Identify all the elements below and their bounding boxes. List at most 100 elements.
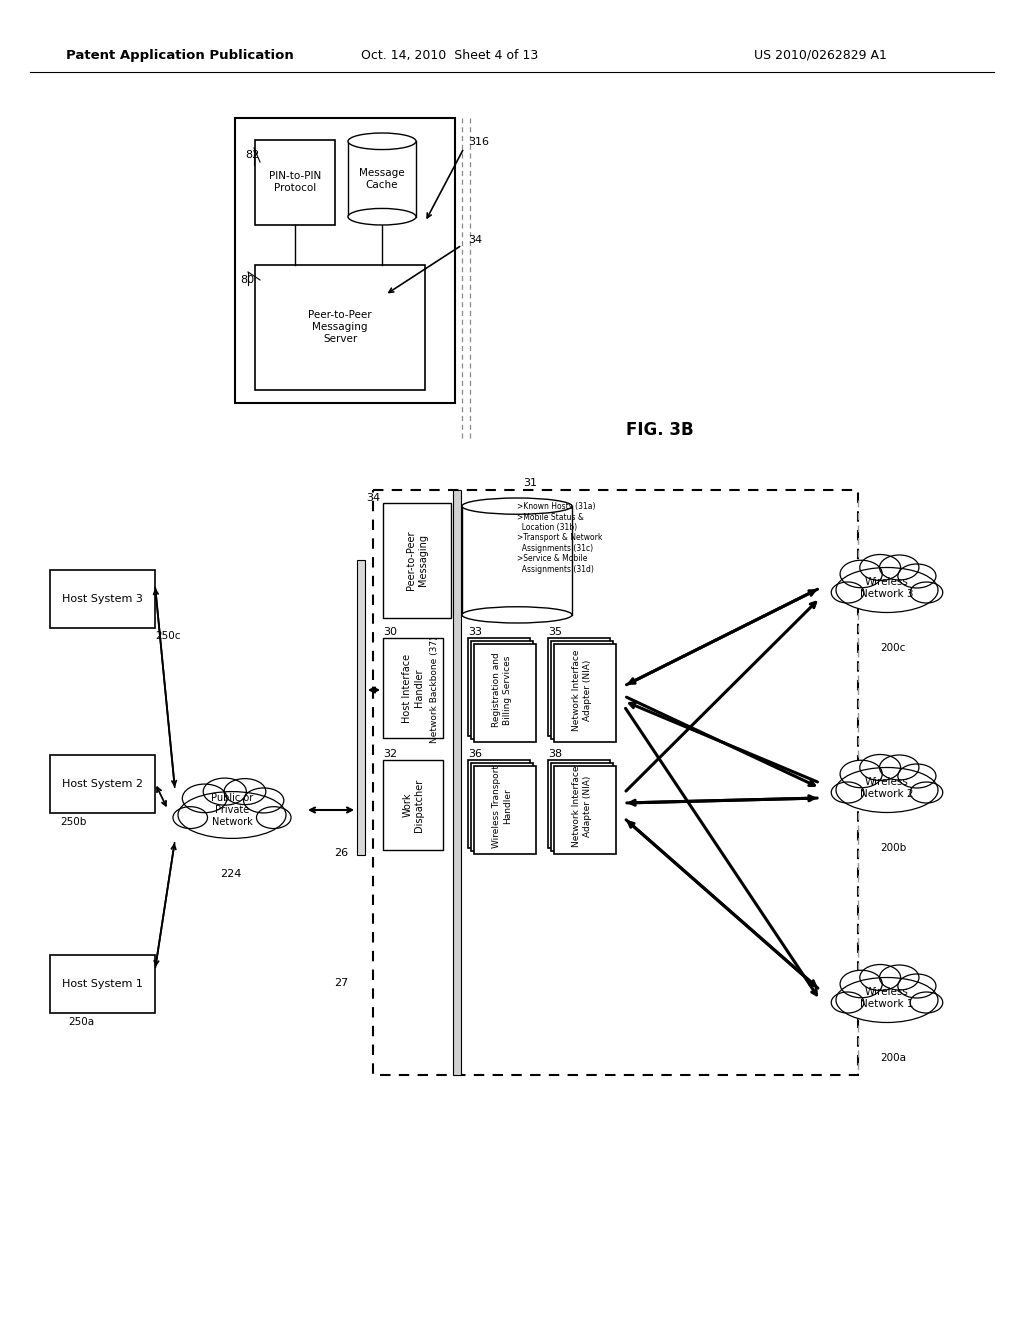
Text: 200c: 200c: [880, 643, 905, 653]
Text: 27: 27: [334, 978, 348, 987]
Bar: [471, 642, 534, 739]
Ellipse shape: [831, 582, 864, 603]
Text: 224: 224: [220, 869, 242, 879]
Text: 33: 33: [468, 627, 482, 638]
Text: 82: 82: [245, 150, 259, 160]
Ellipse shape: [880, 965, 919, 990]
Text: Host Interface
Handler: Host Interface Handler: [402, 653, 424, 722]
Text: Work
Dispatcher: Work Dispatcher: [402, 779, 424, 832]
Bar: [383, 760, 443, 850]
Text: 38: 38: [548, 748, 562, 759]
Bar: [551, 763, 613, 851]
Text: Wireless
Network 3: Wireless Network 3: [860, 577, 913, 599]
Text: Host System 3: Host System 3: [61, 594, 142, 605]
Ellipse shape: [173, 807, 208, 829]
Bar: [50, 570, 155, 628]
Ellipse shape: [898, 974, 936, 998]
Ellipse shape: [840, 970, 883, 998]
Bar: [468, 760, 530, 847]
Text: 31: 31: [523, 478, 537, 488]
Ellipse shape: [860, 755, 900, 780]
Text: 200b: 200b: [880, 843, 906, 853]
Text: FIG. 3B: FIG. 3B: [627, 421, 694, 440]
Text: 250b: 250b: [60, 817, 86, 828]
Ellipse shape: [880, 755, 919, 780]
Ellipse shape: [840, 760, 883, 788]
Text: 26: 26: [334, 847, 348, 858]
Bar: [548, 760, 610, 847]
Ellipse shape: [910, 993, 943, 1012]
Ellipse shape: [203, 777, 247, 805]
Text: Peer-to-Peer
Messaging
Server: Peer-to-Peer Messaging Server: [308, 310, 372, 343]
Bar: [474, 644, 536, 742]
Ellipse shape: [462, 498, 572, 515]
Ellipse shape: [898, 764, 936, 788]
Bar: [357, 560, 365, 855]
Text: 30: 30: [383, 627, 397, 638]
Text: US 2010/0262829 A1: US 2010/0262829 A1: [754, 49, 887, 62]
Ellipse shape: [831, 993, 864, 1012]
Bar: [468, 638, 530, 737]
Text: Registration and
Billing Services: Registration and Billing Services: [493, 652, 512, 727]
Bar: [50, 755, 155, 813]
Bar: [255, 140, 335, 224]
Text: Network Backbone (37): Network Backbone (37): [430, 636, 439, 743]
Ellipse shape: [860, 554, 900, 581]
Ellipse shape: [348, 209, 416, 224]
Ellipse shape: [348, 133, 416, 149]
Ellipse shape: [898, 564, 936, 587]
Text: Host System 2: Host System 2: [61, 779, 142, 789]
Bar: [471, 763, 534, 851]
Text: Wireless
Network 2: Wireless Network 2: [860, 777, 913, 799]
Bar: [453, 490, 461, 1074]
Ellipse shape: [178, 792, 286, 838]
Ellipse shape: [836, 568, 938, 612]
Ellipse shape: [880, 554, 919, 579]
Text: 34: 34: [366, 492, 380, 503]
Text: >Known Hosts (31a)
>Mobile Status &
  Location (31b)
>Transport & Network
  Assi: >Known Hosts (31a) >Mobile Status & Loca…: [517, 503, 602, 574]
Text: Oct. 14, 2010  Sheet 4 of 13: Oct. 14, 2010 Sheet 4 of 13: [361, 49, 539, 62]
Text: 316: 316: [468, 137, 489, 147]
Text: Wireless
Network 1: Wireless Network 1: [860, 987, 913, 1008]
Text: Public or
Private
Network: Public or Private Network: [211, 793, 253, 826]
Bar: [554, 766, 616, 854]
Bar: [373, 490, 858, 1074]
Bar: [462, 506, 572, 615]
Bar: [255, 265, 425, 389]
Bar: [474, 766, 536, 854]
Bar: [383, 638, 443, 738]
Ellipse shape: [224, 779, 266, 805]
Bar: [234, 117, 455, 403]
Bar: [548, 638, 610, 737]
Ellipse shape: [860, 965, 900, 990]
Ellipse shape: [910, 781, 943, 803]
Ellipse shape: [840, 560, 883, 587]
Ellipse shape: [836, 767, 938, 813]
Text: 34: 34: [468, 235, 482, 246]
Text: 80: 80: [240, 275, 254, 285]
Text: 36: 36: [468, 748, 482, 759]
Ellipse shape: [462, 607, 572, 623]
Text: Patent Application Publication: Patent Application Publication: [67, 49, 294, 62]
Text: Network Interface
Adapter (NIA): Network Interface Adapter (NIA): [572, 766, 592, 846]
Bar: [554, 644, 616, 742]
Ellipse shape: [831, 781, 864, 803]
Ellipse shape: [256, 807, 291, 829]
Text: Message
Cache: Message Cache: [359, 168, 404, 190]
Ellipse shape: [836, 978, 938, 1023]
Text: PIN-to-PIN
Protocol: PIN-to-PIN Protocol: [269, 172, 322, 193]
Bar: [551, 642, 613, 739]
Bar: [383, 503, 451, 618]
Text: 250a: 250a: [68, 1016, 94, 1027]
Bar: [348, 141, 416, 216]
Text: Peer-to-Peer
Messaging: Peer-to-Peer Messaging: [407, 531, 428, 590]
Text: 32: 32: [383, 748, 397, 759]
Ellipse shape: [244, 788, 284, 813]
Text: Wireless Transport
Handler: Wireless Transport Handler: [493, 764, 512, 847]
Text: 35: 35: [548, 627, 562, 638]
Bar: [50, 954, 155, 1012]
Text: Network Interface
Adapter (NIA): Network Interface Adapter (NIA): [572, 649, 592, 731]
Ellipse shape: [182, 784, 227, 813]
Text: Host System 1: Host System 1: [61, 979, 142, 989]
Text: 200a: 200a: [880, 1053, 906, 1063]
